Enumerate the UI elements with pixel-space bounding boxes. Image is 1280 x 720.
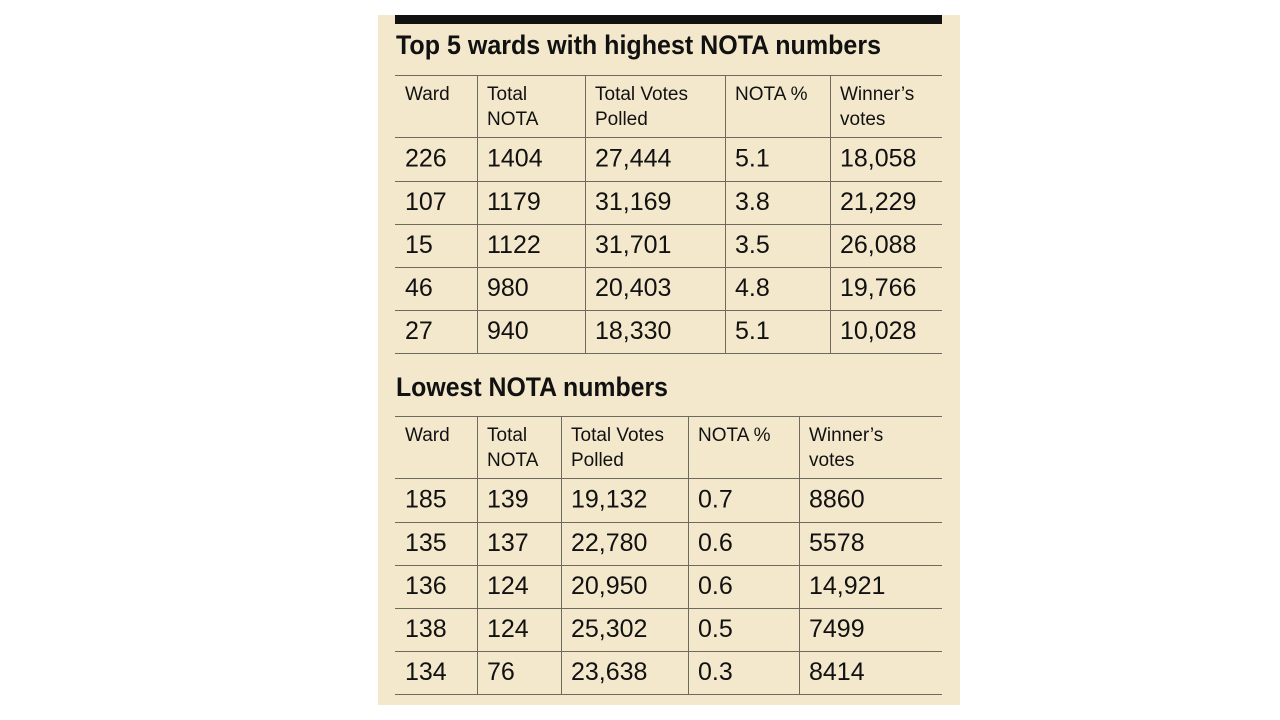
table-cell: 1179 — [487, 188, 541, 216]
table-cell: 1404 — [487, 145, 543, 173]
table-cell: 0.5 — [698, 615, 733, 643]
table-cell: 940 — [487, 317, 529, 345]
table-cell: 20,950 — [571, 572, 647, 600]
column-header: Total Votes — [571, 425, 664, 446]
table-cell: 8414 — [809, 658, 865, 686]
table-cell: 137 — [487, 529, 529, 557]
table-cell: 19,132 — [571, 486, 647, 514]
table-cell: 20,403 — [595, 274, 671, 302]
column-header: Polled — [595, 109, 648, 130]
table-cell: 139 — [487, 486, 529, 514]
table-title: Top 5 wards with highest NOTA numbers — [396, 30, 881, 60]
table-cell: 124 — [487, 615, 529, 643]
column-header: Winner’s — [809, 425, 883, 446]
column-header: Ward — [405, 84, 450, 105]
column-header: NOTA % — [698, 425, 771, 446]
table-cell: 23,638 — [571, 658, 647, 686]
column-header: Total — [487, 84, 527, 105]
table-cell: 18,330 — [595, 317, 671, 345]
table-cell: 0.3 — [698, 658, 733, 686]
table-cell: 26,088 — [840, 231, 916, 259]
table-cell: 14,921 — [809, 572, 885, 600]
table-cell: 7499 — [809, 615, 865, 643]
column-header: NOTA — [487, 450, 539, 471]
table-cell: 8860 — [809, 486, 865, 514]
table-cell: 107 — [405, 188, 447, 216]
table-cell: 31,169 — [595, 188, 671, 216]
column-header: votes — [840, 109, 885, 130]
table-cell: 136 — [405, 572, 447, 600]
panel — [378, 15, 960, 705]
table-cell: 21,229 — [840, 188, 916, 216]
table-cell: 15 — [405, 231, 433, 259]
table-cell: 46 — [405, 274, 433, 302]
column-header: Ward — [405, 425, 450, 446]
table-cell: 27,444 — [595, 145, 672, 173]
table-cell: 0.7 — [698, 486, 733, 514]
table-cell: 3.8 — [735, 188, 770, 216]
table-cell: 0.6 — [698, 572, 733, 600]
table-cell: 31,701 — [595, 231, 671, 259]
table-cell: 5.1 — [735, 317, 770, 345]
column-header: NOTA % — [735, 84, 808, 105]
table-cell: 10,028 — [840, 317, 916, 345]
table-cell: 5578 — [809, 529, 865, 557]
table-cell: 27 — [405, 317, 433, 345]
column-header: Total Votes — [595, 84, 688, 105]
top-bar — [395, 15, 942, 24]
column-header: Winner’s — [840, 84, 914, 105]
table-cell: 5.1 — [735, 145, 770, 173]
table-cell: 76 — [487, 658, 515, 686]
table-cell: 980 — [487, 274, 529, 302]
table-title: Lowest NOTA numbers — [396, 372, 668, 402]
column-header: votes — [809, 450, 854, 471]
column-header: Polled — [571, 450, 624, 471]
table-cell: 3.5 — [735, 231, 770, 259]
table-cell: 25,302 — [571, 615, 647, 643]
table-cell: 134 — [405, 658, 447, 686]
table-cell: 124 — [487, 572, 529, 600]
table-cell: 1122 — [487, 231, 541, 259]
table-cell: 0.6 — [698, 529, 733, 557]
column-header: NOTA — [487, 109, 539, 130]
table-cell: 226 — [405, 145, 447, 173]
table-cell: 4.8 — [735, 274, 770, 302]
table-cell: 19,766 — [840, 274, 916, 302]
table-cell: 22,780 — [571, 529, 647, 557]
table-cell: 18,058 — [840, 145, 916, 173]
table-cell: 135 — [405, 529, 447, 557]
table-cell: 185 — [405, 486, 447, 514]
column-header: Total — [487, 425, 527, 446]
table-cell: 138 — [405, 615, 447, 643]
